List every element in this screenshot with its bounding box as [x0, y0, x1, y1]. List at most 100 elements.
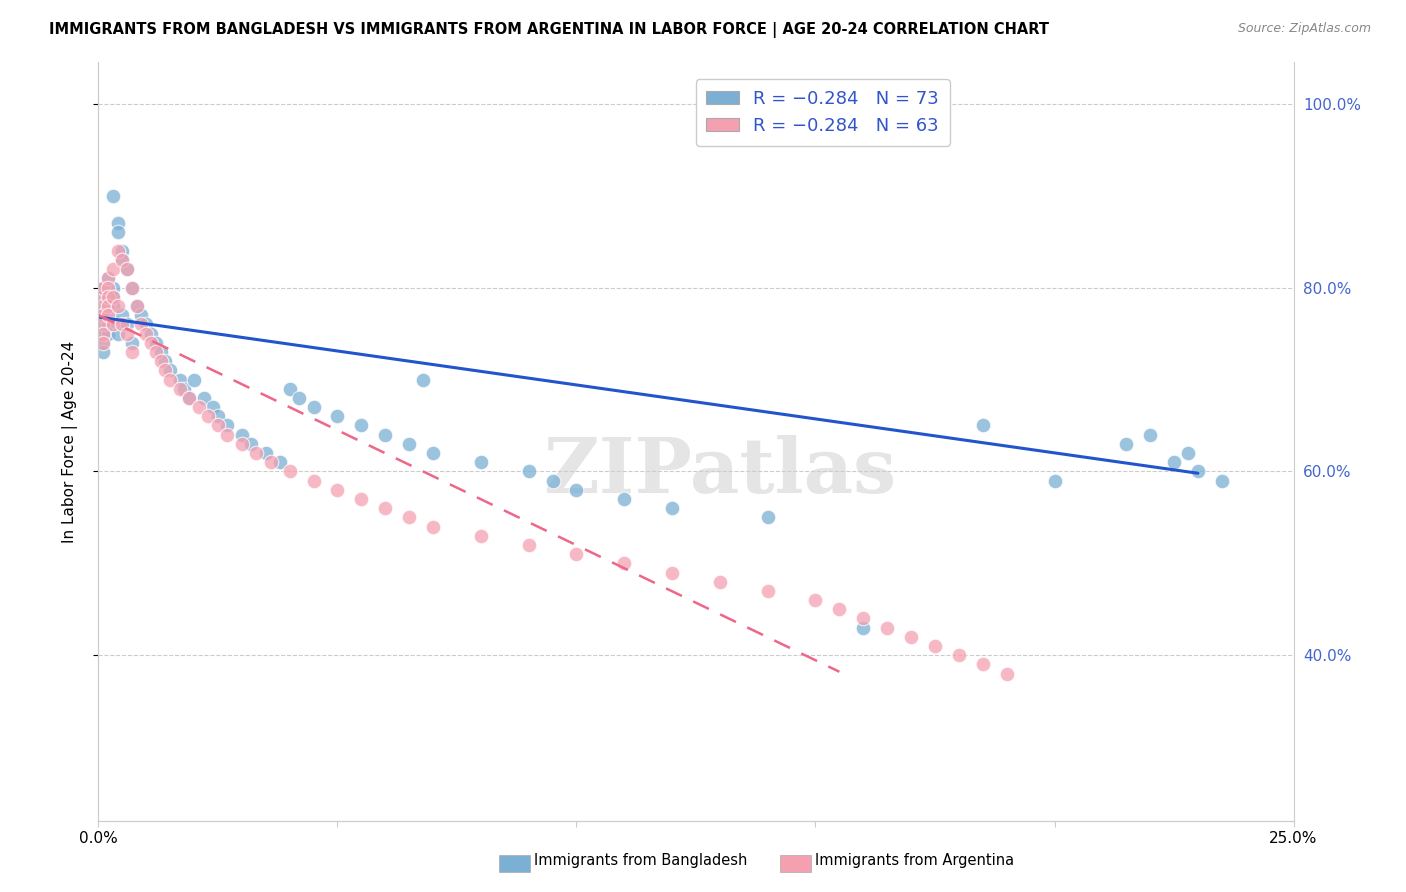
Legend: R = −0.284   N = 73, R = −0.284   N = 63: R = −0.284 N = 73, R = −0.284 N = 63	[696, 79, 950, 145]
Point	[374, 501, 396, 516]
Y-axis label: In Labor Force | Age 20-24: In Labor Force | Age 20-24	[62, 341, 77, 542]
Point	[101, 280, 124, 294]
Text: Source: ZipAtlas.com: Source: ZipAtlas.com	[1237, 22, 1371, 36]
Point	[115, 262, 138, 277]
Point	[159, 372, 181, 386]
Point	[207, 409, 229, 424]
Point	[101, 290, 124, 304]
Point	[155, 363, 177, 377]
Point	[91, 335, 114, 350]
Point	[101, 262, 124, 277]
Point	[97, 299, 120, 313]
Point	[121, 280, 143, 294]
Point	[517, 464, 540, 478]
Point	[101, 318, 124, 332]
Point	[470, 529, 492, 543]
Point	[187, 400, 209, 414]
Point	[565, 483, 588, 497]
Point	[948, 648, 970, 663]
Point	[115, 318, 138, 332]
Point	[91, 345, 114, 359]
Point	[183, 372, 205, 386]
Point	[972, 657, 994, 672]
Point	[135, 326, 157, 341]
Point	[1115, 437, 1137, 451]
Point	[169, 382, 191, 396]
Point	[107, 244, 129, 258]
Point	[97, 290, 120, 304]
Point	[91, 308, 114, 322]
Point	[398, 510, 420, 524]
Point	[97, 271, 120, 285]
Point	[111, 253, 134, 268]
Point	[131, 308, 153, 322]
Point	[97, 271, 120, 285]
Point	[121, 280, 143, 294]
Point	[179, 391, 201, 405]
Point	[91, 280, 114, 294]
Point	[278, 464, 301, 478]
Text: ZIPatlas: ZIPatlas	[543, 435, 897, 508]
Point	[231, 427, 253, 442]
Point	[91, 326, 114, 341]
Point	[91, 318, 114, 332]
Point	[326, 483, 349, 497]
Point	[661, 501, 683, 516]
Point	[240, 437, 263, 451]
Point	[350, 491, 373, 506]
Point	[169, 372, 191, 386]
Point	[804, 593, 827, 607]
Point	[269, 455, 291, 469]
Point	[91, 290, 114, 304]
Point	[541, 474, 564, 488]
Point	[173, 382, 195, 396]
Point	[149, 345, 172, 359]
Point	[101, 299, 124, 313]
Point	[125, 299, 148, 313]
Point	[661, 566, 683, 580]
Point	[145, 345, 167, 359]
Point	[111, 253, 134, 268]
Point	[111, 318, 134, 332]
Point	[756, 583, 779, 598]
Point	[91, 308, 114, 322]
Point	[197, 409, 219, 424]
Point	[115, 326, 138, 341]
Point	[350, 418, 373, 433]
Point	[613, 491, 636, 506]
Point	[422, 446, 444, 460]
Point	[121, 335, 143, 350]
Point	[852, 621, 875, 635]
Point	[1187, 464, 1209, 478]
Point	[91, 299, 114, 313]
Point	[115, 262, 138, 277]
Point	[107, 299, 129, 313]
Point	[565, 547, 588, 561]
Point	[135, 318, 157, 332]
Point	[1211, 474, 1233, 488]
Point	[155, 354, 177, 368]
Text: Immigrants from Argentina: Immigrants from Argentina	[815, 853, 1015, 868]
Point	[91, 290, 114, 304]
Point	[159, 363, 181, 377]
Point	[101, 188, 124, 202]
Point	[202, 400, 225, 414]
Point	[288, 391, 311, 405]
Point	[107, 326, 129, 341]
Point	[97, 308, 120, 322]
Point	[101, 290, 124, 304]
Point	[709, 574, 731, 589]
Point	[422, 519, 444, 533]
Point	[97, 280, 120, 294]
Point	[97, 299, 120, 313]
Point	[412, 372, 434, 386]
Point	[149, 354, 172, 368]
Point	[302, 400, 325, 414]
Point	[97, 290, 120, 304]
Point	[179, 391, 201, 405]
Point	[398, 437, 420, 451]
Point	[107, 226, 129, 240]
Point	[1043, 474, 1066, 488]
Text: IMMIGRANTS FROM BANGLADESH VS IMMIGRANTS FROM ARGENTINA IN LABOR FORCE | AGE 20-: IMMIGRANTS FROM BANGLADESH VS IMMIGRANTS…	[49, 22, 1049, 38]
Point	[91, 299, 114, 313]
